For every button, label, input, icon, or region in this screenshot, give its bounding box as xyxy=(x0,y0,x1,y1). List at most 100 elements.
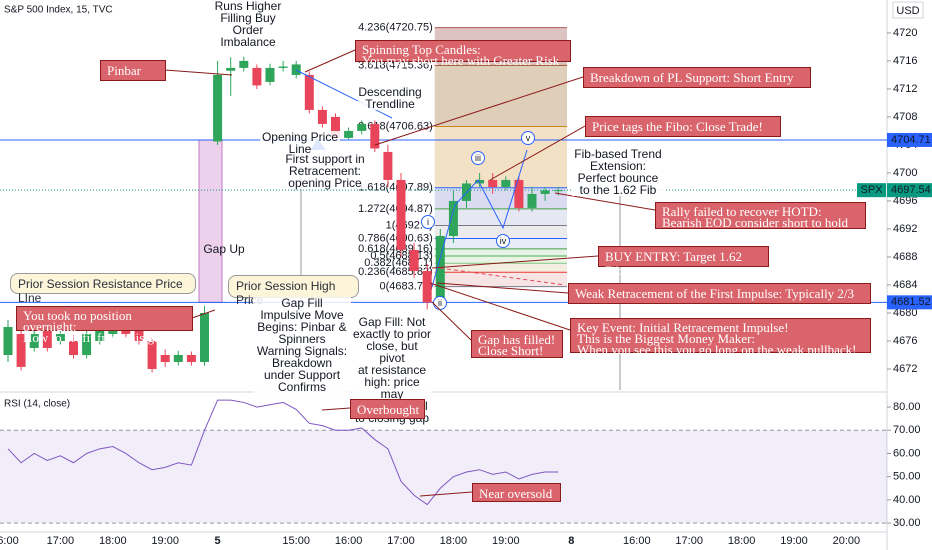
fib-band xyxy=(434,65,567,127)
arrow xyxy=(436,282,569,294)
arrow xyxy=(164,69,233,76)
candle-body xyxy=(501,179,511,187)
rsi-band xyxy=(0,430,887,524)
arrow xyxy=(431,301,472,341)
wave-marker: iv xyxy=(496,234,510,248)
candle-body xyxy=(527,193,537,208)
price-label-box xyxy=(887,132,932,147)
candle-body xyxy=(448,200,458,236)
fib-label: 0(4683.76) xyxy=(380,281,433,293)
rsi-line xyxy=(7,399,559,506)
fib-band xyxy=(434,248,567,257)
wave-marker: ii xyxy=(433,296,447,310)
last-price-label: 4697.54 xyxy=(891,184,931,196)
candle-body xyxy=(95,326,105,341)
wave-line xyxy=(431,149,528,288)
arrow xyxy=(554,192,656,211)
price-label: 4681.52 xyxy=(891,296,931,308)
wave-circle xyxy=(421,215,435,229)
x-tick-label: 20:00 xyxy=(833,535,861,547)
callout: Breakdown of PL Support: Short Entry xyxy=(583,67,811,88)
candle-body xyxy=(422,270,432,303)
candle-body xyxy=(42,326,52,348)
callout: Prior Session Resistance Price LIne xyxy=(10,273,196,305)
wave-label: ii xyxy=(438,298,442,308)
price-label: 4704.71 xyxy=(891,134,931,146)
wave-label: iv xyxy=(500,236,507,246)
callout: Weak Retracement of the First Impulse: T… xyxy=(568,283,871,304)
candle-body xyxy=(304,74,314,110)
candle-body xyxy=(16,333,26,367)
wave-circle xyxy=(496,234,510,248)
arrow xyxy=(489,125,586,181)
x-tick-label: 6:00 xyxy=(0,535,19,547)
arrow xyxy=(419,491,473,497)
callout: Price tags the Fibo: Close Trade! xyxy=(585,116,781,137)
candle-body xyxy=(3,326,13,355)
callout: BUY ENTRY: Target 1.62 Fib xyxy=(598,246,769,278)
note: Fib-based Trend Extension: Perfect bounc… xyxy=(572,148,664,196)
x-tick-label: 5 xyxy=(215,535,221,547)
candle-body xyxy=(252,67,262,86)
y-tick-label: 4672 xyxy=(893,363,917,375)
x-tick-label: 18:00 xyxy=(99,535,127,547)
candle-body xyxy=(55,333,65,341)
callout: Rally failed to recover HOTD: Bearish EO… xyxy=(655,202,866,229)
fib-label: 3.618(4715.36) xyxy=(358,59,433,71)
x-tick-label: 19:00 xyxy=(492,535,520,547)
rsi-title: RSI (14, close) xyxy=(4,399,70,410)
fib-band xyxy=(434,225,567,239)
wave-marker: v xyxy=(521,131,535,145)
fib-band xyxy=(434,272,567,287)
fib-label: 2.618(4706.63) xyxy=(358,120,433,132)
candle-body xyxy=(239,60,249,68)
candle-body xyxy=(475,179,485,184)
y-tick-label: 4700 xyxy=(893,167,917,179)
price-label-box xyxy=(887,295,932,310)
arrow xyxy=(374,76,584,146)
y-tick-label: 80.00 xyxy=(893,401,921,413)
note: Gap Up xyxy=(203,242,245,256)
note: Descending Trendline xyxy=(358,85,422,111)
y-tick-label: 60.00 xyxy=(893,447,921,459)
x-tick-label: 19:00 xyxy=(151,535,179,547)
candle-body xyxy=(160,354,170,362)
candle-body xyxy=(344,130,354,138)
candle-body xyxy=(278,66,288,68)
y-tick-label: 4712 xyxy=(893,83,917,95)
candle-body xyxy=(186,354,196,362)
candle-body xyxy=(540,190,550,194)
candle-body xyxy=(265,67,275,82)
fib-band xyxy=(434,256,567,264)
candle-body xyxy=(173,354,183,362)
x-tick-label: 17:00 xyxy=(387,535,415,547)
arrow xyxy=(431,255,599,269)
arrow xyxy=(191,309,216,319)
callout: Pinbar xyxy=(100,60,166,81)
candle-body xyxy=(331,116,340,138)
drawings xyxy=(295,69,528,288)
fib-label: 0.786(4690.63) xyxy=(358,232,433,244)
wave-label: iii xyxy=(475,153,481,163)
candle-body xyxy=(383,151,393,180)
fib-band xyxy=(434,263,567,273)
descending-trendline xyxy=(295,69,393,119)
candle-body xyxy=(213,74,223,142)
y-tick-label: 4716 xyxy=(893,55,917,67)
candle-body xyxy=(200,312,209,362)
note: First support in Retracement: opening Pr… xyxy=(283,153,367,189)
note: Runs Higher Filling Buy Order Imbalance xyxy=(214,0,282,49)
y-tick-label: 4684 xyxy=(893,279,917,291)
fib-label: 1.272(4694.87) xyxy=(358,203,433,215)
candle-body xyxy=(147,340,157,369)
symbol-title: S&P 500 Index, 15, TVC xyxy=(4,5,113,16)
callout-arrows xyxy=(164,49,656,497)
candle-body xyxy=(29,333,39,348)
arrow xyxy=(429,282,571,331)
note: Opening Price Line xyxy=(260,130,340,156)
currency: USD xyxy=(896,5,919,17)
y-tick-label: 4708 xyxy=(893,111,917,123)
callout: Spinning Top Candles: You may short here… xyxy=(355,40,571,67)
candle-body xyxy=(357,123,367,131)
y-tick-label: 4676 xyxy=(893,335,917,347)
